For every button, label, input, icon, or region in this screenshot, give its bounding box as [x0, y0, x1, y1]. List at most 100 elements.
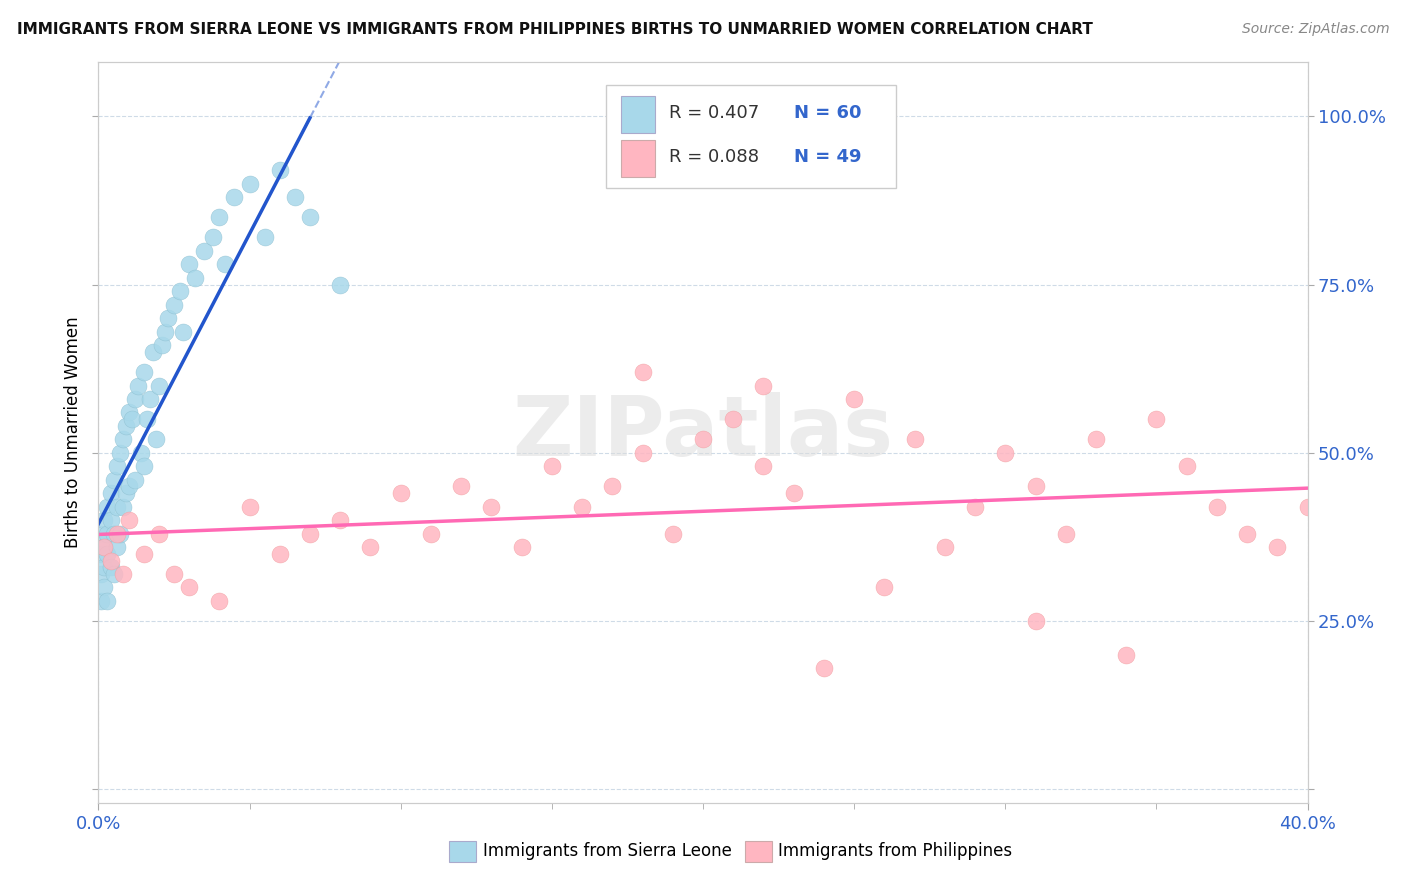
Point	[1144, 412, 1167, 426]
Point	[100, 513, 122, 527]
Bar	[449, 841, 475, 862]
Point	[813, 661, 835, 675]
Point	[1175, 459, 1198, 474]
Point	[118, 479, 141, 493]
Point	[224, 190, 246, 204]
Point	[299, 526, 322, 541]
Point	[329, 277, 352, 292]
Text: Immigrants from Sierra Leone: Immigrants from Sierra Leone	[482, 842, 731, 860]
Point	[1267, 540, 1289, 554]
Point	[994, 446, 1017, 460]
Point	[450, 479, 472, 493]
Point	[934, 540, 956, 554]
Point	[127, 378, 149, 392]
Point	[269, 547, 291, 561]
Point	[93, 581, 115, 595]
FancyBboxPatch shape	[606, 85, 897, 188]
Point	[692, 433, 714, 447]
Point	[129, 446, 152, 460]
Point	[1296, 500, 1319, 514]
Point	[132, 459, 155, 474]
Point	[202, 230, 225, 244]
Point	[105, 500, 128, 514]
Point	[602, 479, 624, 493]
Text: N = 49: N = 49	[793, 148, 862, 166]
Point	[124, 473, 146, 487]
Point	[299, 211, 322, 225]
Point	[1115, 648, 1137, 662]
Point	[96, 500, 118, 514]
Bar	[745, 841, 772, 862]
Point	[132, 547, 155, 561]
Point	[121, 412, 143, 426]
Point	[184, 270, 207, 285]
Point	[904, 433, 927, 447]
Point	[108, 526, 131, 541]
Point	[239, 500, 262, 514]
Point	[142, 344, 165, 359]
Point	[208, 211, 231, 225]
Point	[844, 392, 866, 406]
Point	[752, 459, 775, 474]
Point	[510, 540, 533, 554]
Point	[118, 513, 141, 527]
Point	[284, 190, 307, 204]
Point	[153, 325, 176, 339]
Y-axis label: Births to Unmarried Women: Births to Unmarried Women	[63, 317, 82, 549]
Point	[179, 257, 201, 271]
Point	[103, 526, 125, 541]
Point	[193, 244, 215, 258]
Point	[723, 412, 745, 426]
Point	[752, 378, 775, 392]
Point	[163, 566, 186, 581]
Point	[96, 547, 118, 561]
Text: N = 60: N = 60	[793, 103, 862, 122]
Point	[631, 365, 654, 379]
Point	[179, 581, 201, 595]
Point	[132, 365, 155, 379]
Point	[571, 500, 593, 514]
Point	[124, 392, 146, 406]
Point	[172, 325, 194, 339]
Point	[105, 526, 128, 541]
Point	[481, 500, 503, 514]
Point	[100, 560, 122, 574]
Point	[114, 418, 136, 433]
Point	[118, 405, 141, 419]
Point	[150, 338, 173, 352]
Point	[93, 540, 115, 554]
Point	[103, 473, 125, 487]
Point	[90, 594, 112, 608]
Point	[420, 526, 443, 541]
Point	[329, 513, 352, 527]
Point	[873, 581, 896, 595]
Point	[269, 163, 291, 178]
Point	[239, 177, 262, 191]
Point	[169, 285, 191, 299]
Point	[145, 433, 167, 447]
Point	[1024, 614, 1046, 628]
Point	[148, 526, 170, 541]
Point	[389, 486, 412, 500]
Point	[135, 412, 157, 426]
Point	[965, 500, 987, 514]
Point	[111, 500, 134, 514]
Point	[90, 566, 112, 581]
Point	[148, 378, 170, 392]
Text: Source: ZipAtlas.com: Source: ZipAtlas.com	[1241, 22, 1389, 37]
Point	[214, 257, 236, 271]
Point	[1024, 479, 1046, 493]
Point	[163, 298, 186, 312]
Point	[93, 540, 115, 554]
Point	[783, 486, 806, 500]
Point	[139, 392, 162, 406]
Point	[1206, 500, 1229, 514]
Point	[253, 230, 276, 244]
Point	[114, 486, 136, 500]
Point	[631, 446, 654, 460]
Text: R = 0.407: R = 0.407	[669, 103, 759, 122]
Point	[1085, 433, 1108, 447]
Point	[360, 540, 382, 554]
Point	[96, 526, 118, 541]
Text: IMMIGRANTS FROM SIERRA LEONE VS IMMIGRANTS FROM PHILIPPINES BIRTHS TO UNMARRIED : IMMIGRANTS FROM SIERRA LEONE VS IMMIGRAN…	[17, 22, 1092, 37]
